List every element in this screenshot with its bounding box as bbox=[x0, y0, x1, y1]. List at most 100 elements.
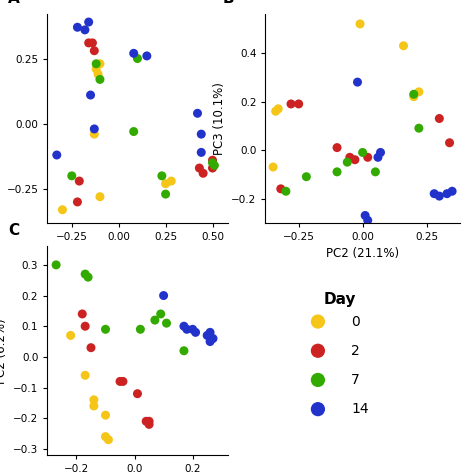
Point bbox=[87, 344, 95, 352]
Point bbox=[274, 105, 282, 113]
Point bbox=[89, 39, 96, 47]
Text: 0: 0 bbox=[351, 315, 360, 328]
Point bbox=[53, 151, 61, 159]
Point bbox=[448, 187, 456, 195]
Text: A: A bbox=[8, 0, 19, 6]
Point bbox=[130, 128, 137, 136]
Point bbox=[130, 50, 137, 57]
Point bbox=[79, 310, 86, 318]
Text: 2: 2 bbox=[351, 344, 360, 358]
Point bbox=[94, 71, 102, 78]
Point bbox=[90, 396, 98, 404]
Text: B: B bbox=[223, 0, 234, 6]
Point bbox=[96, 75, 104, 83]
Point bbox=[198, 149, 205, 156]
Point bbox=[82, 270, 89, 278]
Point bbox=[346, 154, 354, 161]
Point bbox=[287, 100, 295, 108]
Point bbox=[183, 326, 191, 333]
Point bbox=[209, 159, 216, 167]
Point bbox=[194, 109, 201, 117]
Point bbox=[180, 347, 188, 355]
Point bbox=[198, 130, 205, 138]
Y-axis label: PC2 (6.2%): PC2 (6.2%) bbox=[0, 318, 8, 383]
Point bbox=[210, 162, 218, 169]
X-axis label: PC1 (27.5%): PC1 (27.5%) bbox=[101, 247, 174, 260]
Point bbox=[295, 100, 302, 108]
Point bbox=[351, 156, 359, 164]
Point bbox=[143, 52, 151, 60]
Point bbox=[333, 168, 341, 176]
Point bbox=[415, 124, 423, 132]
Point bbox=[81, 26, 89, 34]
Text: Day: Day bbox=[324, 292, 356, 307]
Point bbox=[75, 177, 83, 185]
Point bbox=[91, 47, 98, 55]
Point bbox=[102, 411, 109, 419]
Point bbox=[410, 93, 418, 100]
Point bbox=[116, 378, 124, 385]
Point bbox=[415, 88, 423, 96]
Point bbox=[410, 91, 418, 98]
Point bbox=[73, 198, 81, 206]
Point bbox=[52, 261, 60, 269]
Point bbox=[209, 335, 217, 342]
Point bbox=[84, 273, 92, 281]
Point bbox=[90, 402, 98, 410]
Point bbox=[436, 115, 443, 122]
Point bbox=[96, 60, 104, 68]
Point bbox=[73, 24, 81, 31]
Point bbox=[364, 217, 372, 224]
Point bbox=[372, 168, 379, 176]
Point bbox=[209, 156, 216, 164]
Point bbox=[374, 154, 382, 161]
Point bbox=[158, 172, 165, 180]
Point bbox=[85, 18, 92, 26]
Point bbox=[277, 185, 284, 192]
Point bbox=[162, 180, 169, 188]
Y-axis label: PC3 (10.1%): PC3 (10.1%) bbox=[213, 82, 226, 155]
Point bbox=[361, 212, 369, 219]
Point bbox=[200, 170, 207, 177]
Point bbox=[269, 163, 277, 171]
Point bbox=[356, 20, 364, 27]
Point bbox=[134, 390, 141, 398]
Point bbox=[92, 65, 100, 73]
Point bbox=[151, 316, 159, 324]
Point bbox=[443, 190, 451, 198]
Point bbox=[146, 420, 153, 428]
Point bbox=[436, 192, 443, 200]
Point bbox=[400, 42, 407, 50]
Point bbox=[163, 319, 170, 327]
Point bbox=[59, 206, 66, 213]
Point bbox=[134, 55, 141, 63]
Point bbox=[192, 328, 200, 336]
Y-axis label: PC2 (21.1%): PC2 (21.1%) bbox=[0, 82, 1, 155]
Point bbox=[119, 378, 127, 385]
Point bbox=[196, 164, 203, 172]
Point bbox=[333, 144, 341, 151]
Point bbox=[157, 310, 164, 318]
Text: 7: 7 bbox=[351, 373, 360, 387]
Point bbox=[344, 158, 351, 166]
Point bbox=[87, 91, 94, 99]
Point bbox=[102, 433, 109, 440]
Point bbox=[92, 60, 100, 68]
Point bbox=[206, 328, 214, 336]
Point bbox=[137, 326, 144, 333]
Point bbox=[180, 322, 188, 330]
Point bbox=[68, 172, 75, 180]
Point bbox=[364, 154, 372, 161]
X-axis label: PC2 (21.1%): PC2 (21.1%) bbox=[326, 247, 399, 260]
Point bbox=[446, 139, 453, 146]
Point bbox=[302, 173, 310, 181]
Point bbox=[96, 193, 104, 201]
Point bbox=[160, 292, 167, 300]
Point bbox=[272, 108, 280, 115]
Point bbox=[162, 191, 169, 198]
Point bbox=[146, 418, 153, 425]
Point bbox=[91, 130, 98, 138]
Point bbox=[102, 326, 109, 333]
Point bbox=[359, 149, 366, 156]
Text: 14: 14 bbox=[351, 402, 369, 416]
